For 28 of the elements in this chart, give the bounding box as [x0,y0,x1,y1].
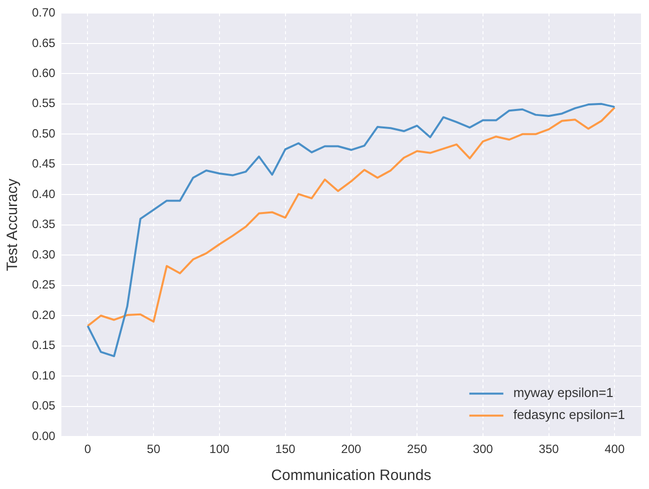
y-tick-label: 0.40 [32,186,56,201]
y-tick-label: 0.45 [32,156,56,171]
x-tick-label: 350 [538,442,560,456]
y-tick-label: 0.25 [32,278,56,292]
y-tick-label: 0.70 [32,6,56,20]
x-tick-label: 250 [407,442,428,456]
y-tick-label: 0.20 [32,308,56,322]
y-tick-label: 0.55 [32,96,56,110]
y-tick-label: 0.50 [32,126,56,140]
x-axis-title: Communication Rounds [271,467,432,484]
x-tick-label: 0 [84,442,92,456]
x-tick-label: 400 [604,442,625,456]
x-tick-label: 50 [146,442,161,456]
legend-label: myway epsilon=1 [513,385,614,400]
y-tick-label: 0.10 [32,368,56,382]
y-axis-title: Test Accuracy [4,178,22,272]
y-tick-label: 0.05 [32,398,56,413]
x-tick-label: 300 [472,442,494,456]
y-tick-label: 0.30 [32,247,56,262]
y-tick-label: 0.15 [32,338,56,352]
y-tick-label: 0.35 [32,217,56,232]
y-tick-label: 0.65 [32,36,56,50]
y-tick-label: 0.00 [32,428,56,443]
legend-label: fedasync epsilon=1 [513,407,626,422]
y-tick-label: 0.60 [32,66,56,80]
x-tick-label: 200 [341,442,362,456]
x-tick-label: 100 [209,442,230,456]
x-tick-label: 150 [275,442,296,456]
